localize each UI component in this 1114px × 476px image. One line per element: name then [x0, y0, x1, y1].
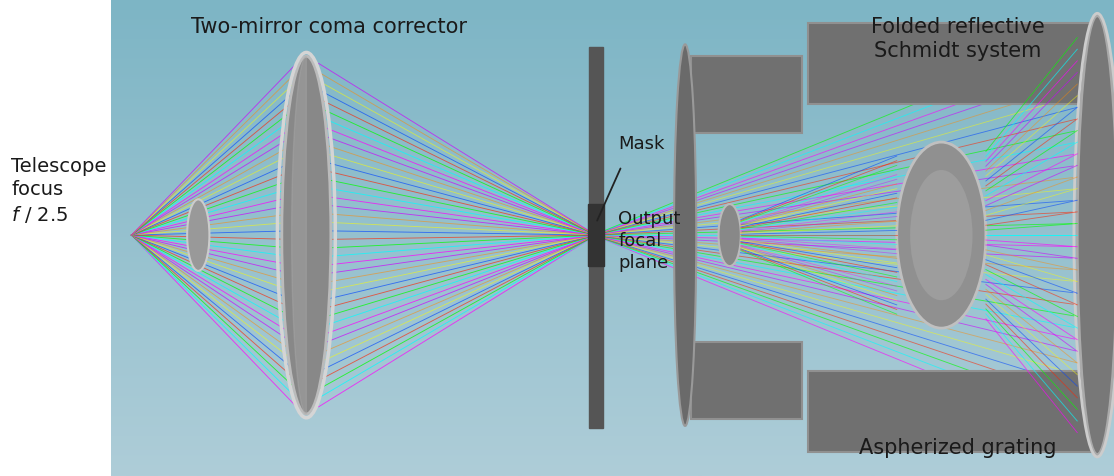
Text: Telescope
focus
$f$ / 2.5: Telescope focus $f$ / 2.5 — [11, 156, 107, 225]
Polygon shape — [808, 371, 1097, 452]
Ellipse shape — [282, 57, 331, 414]
Text: Output
focal
plane: Output focal plane — [618, 209, 681, 272]
Bar — [589, 48, 603, 428]
Polygon shape — [808, 24, 1097, 105]
Polygon shape — [691, 57, 802, 133]
Text: Two-mirror coma corrector: Two-mirror coma corrector — [190, 17, 467, 37]
Text: Mask: Mask — [618, 134, 665, 152]
Polygon shape — [691, 343, 802, 419]
Bar — [588, 205, 604, 267]
Ellipse shape — [674, 45, 696, 426]
Ellipse shape — [897, 143, 986, 328]
Text: Folded reflective
Schmidt system: Folded reflective Schmidt system — [871, 17, 1045, 61]
Polygon shape — [292, 57, 306, 414]
Text: Aspherized grating: Aspherized grating — [859, 437, 1057, 457]
Ellipse shape — [1077, 17, 1114, 455]
Ellipse shape — [187, 200, 209, 271]
Bar — [0, 0, 111, 476]
Ellipse shape — [910, 171, 973, 301]
Ellipse shape — [719, 205, 741, 267]
